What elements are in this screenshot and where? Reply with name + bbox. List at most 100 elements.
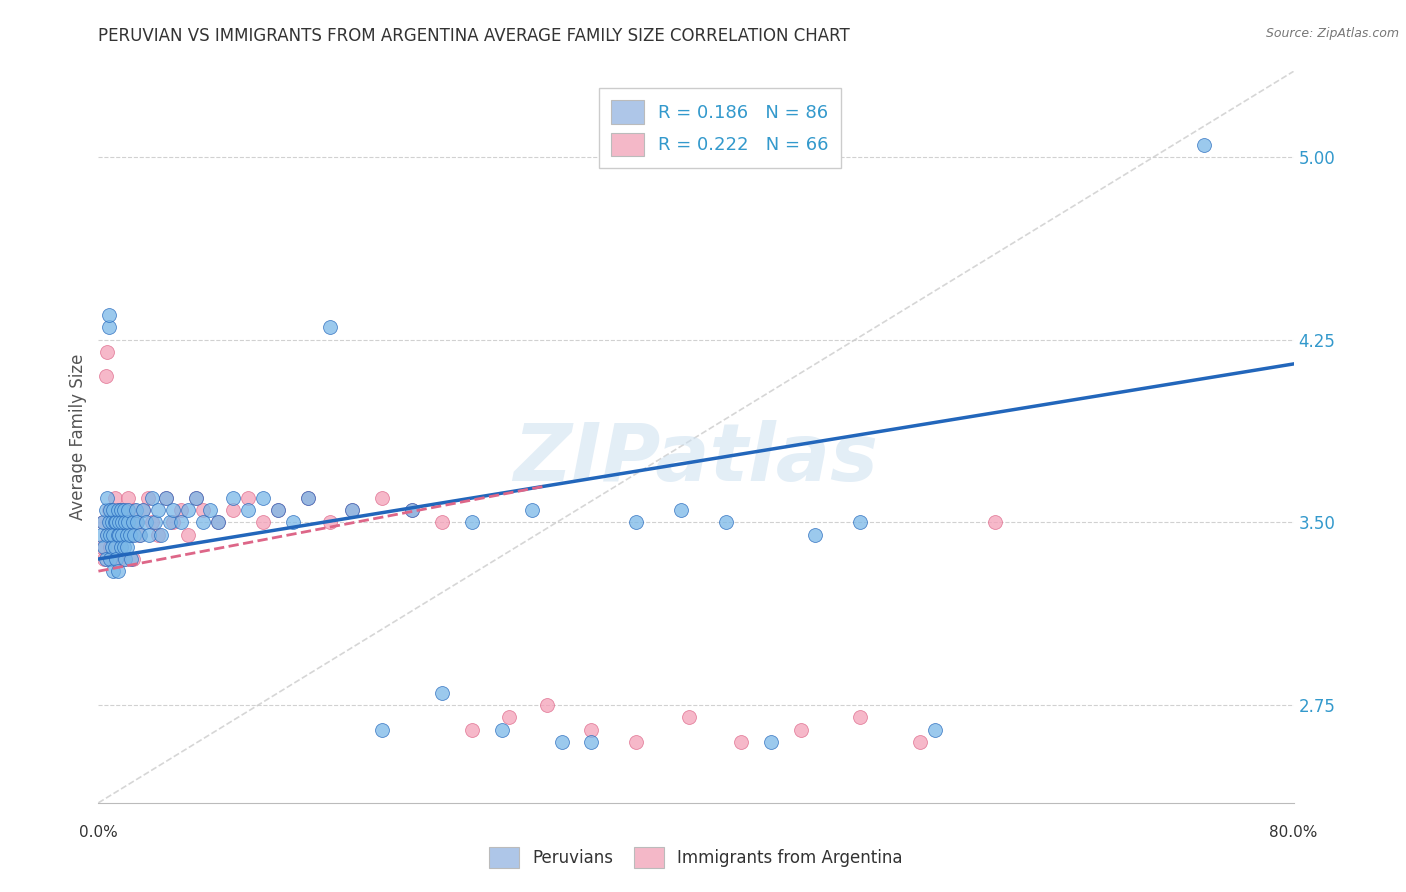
Y-axis label: Average Family Size: Average Family Size: [69, 354, 87, 520]
Point: [114, 552, 136, 566]
Point: [118, 516, 141, 530]
Point: [222, 491, 245, 505]
Point: [107, 564, 129, 578]
Point: [96, 344, 118, 359]
Point: [984, 516, 1007, 530]
Point: [128, 527, 150, 541]
Point: [111, 516, 134, 530]
Point: [678, 710, 700, 724]
Point: [669, 503, 692, 517]
Point: [804, 527, 827, 541]
Point: [107, 503, 129, 517]
Point: [129, 527, 152, 541]
Point: [236, 503, 259, 517]
Point: [169, 516, 191, 530]
Point: [105, 540, 128, 554]
Point: [155, 491, 177, 505]
Point: [252, 516, 274, 530]
Point: [105, 552, 128, 566]
Point: [107, 503, 129, 517]
Point: [124, 527, 146, 541]
Point: [117, 503, 139, 517]
Point: [110, 503, 132, 517]
Point: [297, 491, 319, 505]
Point: [104, 491, 127, 505]
Point: [103, 503, 125, 517]
Point: [908, 735, 931, 749]
Point: [162, 503, 184, 517]
Point: [132, 503, 155, 517]
Point: [520, 503, 543, 517]
Point: [222, 503, 245, 517]
Point: [108, 527, 131, 541]
Point: [581, 735, 603, 749]
Point: [200, 503, 222, 517]
Point: [101, 527, 124, 541]
Legend: Peruvians, Immigrants from Argentina: Peruvians, Immigrants from Argentina: [482, 840, 910, 875]
Point: [103, 552, 125, 566]
Point: [115, 527, 138, 541]
Point: [581, 723, 603, 737]
Point: [90, 540, 112, 554]
Point: [100, 540, 122, 554]
Point: [112, 516, 135, 530]
Point: [110, 540, 132, 554]
Point: [267, 503, 290, 517]
Point: [101, 503, 124, 517]
Point: [267, 503, 290, 517]
Text: 0.0%: 0.0%: [79, 825, 118, 840]
Point: [105, 516, 128, 530]
Point: [120, 527, 142, 541]
Point: [101, 516, 124, 530]
Point: [730, 735, 752, 749]
Point: [319, 516, 342, 530]
Point: [115, 540, 138, 554]
Point: [110, 527, 132, 541]
Point: [143, 516, 166, 530]
Point: [626, 516, 648, 530]
Point: [498, 710, 520, 724]
Point: [281, 516, 304, 530]
Point: [319, 320, 342, 334]
Point: [90, 527, 112, 541]
Point: [97, 320, 120, 334]
Point: [789, 723, 811, 737]
Point: [401, 503, 423, 517]
Point: [97, 308, 120, 322]
Point: [117, 491, 139, 505]
Point: [148, 527, 170, 541]
Point: [236, 491, 259, 505]
Point: [924, 723, 946, 737]
Point: [93, 552, 115, 566]
Point: [155, 491, 177, 505]
Point: [184, 491, 207, 505]
Point: [125, 503, 148, 517]
Point: [849, 516, 872, 530]
Point: [342, 503, 364, 517]
Point: [94, 369, 117, 384]
Point: [461, 723, 484, 737]
Point: [112, 503, 135, 517]
Point: [117, 516, 139, 530]
Point: [104, 516, 127, 530]
Point: [120, 552, 142, 566]
Point: [121, 552, 143, 566]
Point: [342, 503, 364, 517]
Point: [759, 735, 782, 749]
Point: [103, 516, 125, 530]
Point: [110, 540, 132, 554]
Point: [207, 516, 229, 530]
Point: [94, 503, 117, 517]
Point: [107, 527, 129, 541]
Point: [550, 735, 572, 749]
Point: [430, 516, 453, 530]
Point: [118, 527, 141, 541]
Point: [104, 540, 127, 554]
Point: [96, 527, 118, 541]
Point: [112, 540, 135, 554]
Point: [127, 516, 149, 530]
Point: [138, 527, 160, 541]
Point: [111, 527, 134, 541]
Point: [124, 503, 146, 517]
Point: [96, 527, 118, 541]
